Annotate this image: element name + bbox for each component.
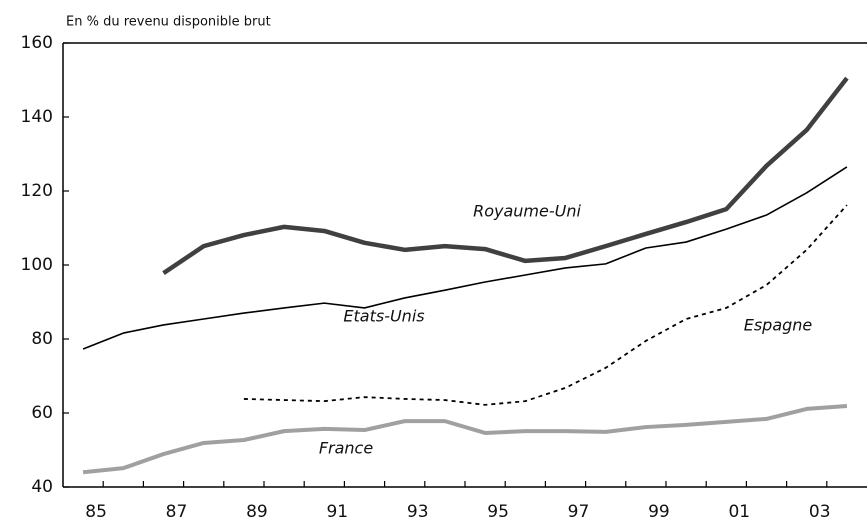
series-label: Royaume-Uni [473, 202, 581, 221]
series-line [243, 204, 848, 406]
x-tick-label: 93 [407, 502, 429, 522]
series-label: Espagne [744, 316, 813, 335]
y-tick-label: 60 [31, 403, 53, 423]
y-tick-label: 40 [31, 477, 53, 497]
x-tick-label: 99 [648, 502, 670, 522]
series-line [82, 403, 848, 475]
x-tick-label: 01 [728, 502, 750, 522]
x-tick-label: 95 [487, 502, 509, 522]
series-line [162, 76, 849, 276]
x-tick-label: 85 [85, 502, 107, 522]
series-line [82, 166, 848, 350]
x-tick-label: 89 [246, 502, 268, 522]
y-tick-label: 120 [21, 181, 53, 201]
series-label: France [319, 439, 374, 458]
series-label: Etats-Unis [343, 307, 424, 326]
x-tick-label: 97 [568, 502, 590, 522]
y-tick-label: 140 [21, 107, 53, 127]
y-axis-label: En % du revenu disponible brut [66, 15, 271, 30]
y-tick-label: 100 [21, 255, 53, 275]
y-tick-label: 80 [31, 329, 53, 349]
y-tick-label: 160 [21, 33, 53, 53]
x-tick-label: 91 [326, 502, 348, 522]
x-tick-label: 03 [809, 502, 831, 522]
x-tick-label: 87 [166, 502, 188, 522]
